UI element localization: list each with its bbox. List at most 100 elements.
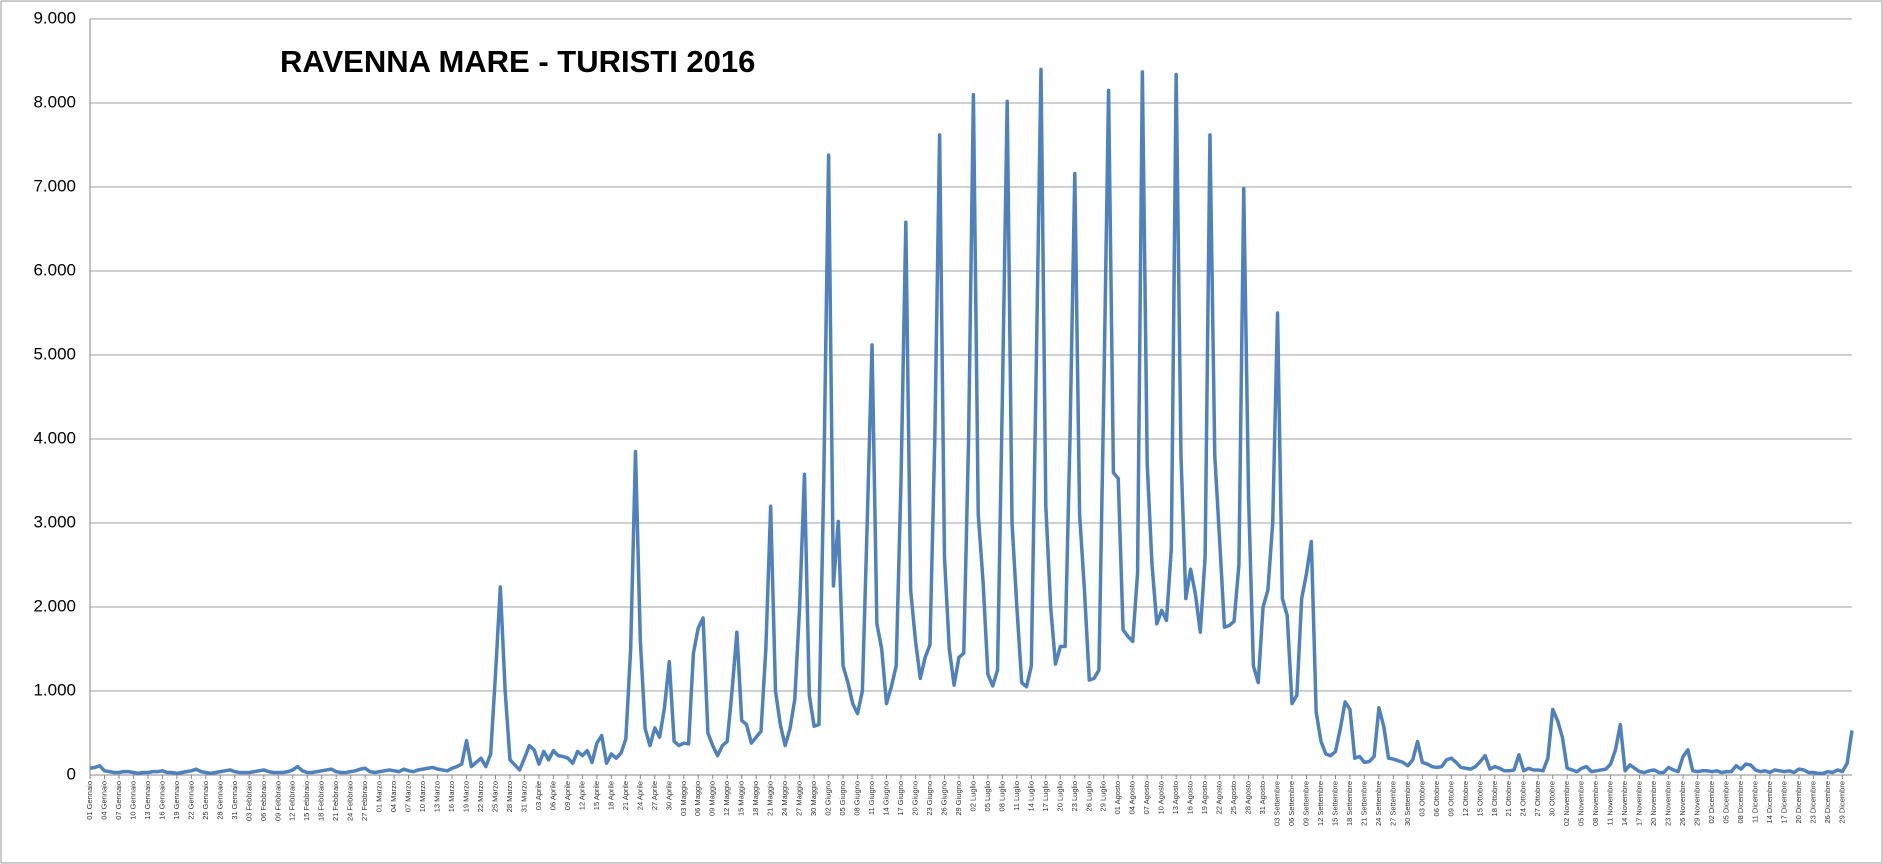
- chart-title: RAVENNA MARE - TURISTI 2016: [280, 44, 755, 79]
- x-tick-label: 02 Novembre: [1562, 781, 1571, 826]
- y-tick-label: 6.000: [33, 260, 76, 279]
- x-tick-label: 19 Agosto: [1200, 781, 1209, 814]
- y-tick-label: 3.000: [33, 512, 76, 531]
- x-tick-label: 31 Agosto: [1258, 781, 1267, 814]
- x-tick-label: 02 Giugno: [824, 781, 833, 816]
- x-tick-label: 21 Febbraio: [331, 781, 340, 821]
- x-tick-label: 06 Aprile: [548, 781, 557, 810]
- y-tick-label: 8.000: [33, 92, 76, 111]
- x-tick-label: 11 Giugno: [867, 781, 876, 815]
- x-tick-label: 25 Gennaio: [201, 781, 210, 820]
- x-tick-label: 17 Giugno: [896, 781, 905, 816]
- x-tick-label: 06 Settembre: [1287, 781, 1296, 826]
- x-tick-label: 05 Dicembre: [1721, 781, 1730, 824]
- x-tick-label: 30 Aprile: [664, 781, 673, 810]
- x-tick-label: 05 Luglio: [983, 781, 992, 811]
- x-tick-label: 20 Giugno: [910, 781, 919, 816]
- x-tick-label: 20 Luglio: [1055, 781, 1064, 811]
- x-tick-label: 06 Ottobre: [1432, 781, 1441, 816]
- x-tick-label: 11 Novembre: [1606, 781, 1615, 825]
- x-tick-label: 30 Maggio: [809, 781, 818, 816]
- x-tick-label: 26 Dicembre: [1823, 781, 1832, 824]
- x-tick-label: 24 Settembre: [1374, 781, 1383, 826]
- x-tick-label: 27 Settembre: [1388, 781, 1397, 826]
- x-tick-label: 08 Giugno: [853, 781, 862, 816]
- x-tick-label: 18 Maggio: [751, 781, 760, 816]
- x-tick-label: 25 Marzo: [490, 781, 499, 812]
- x-tick-label: 01 Gennaio: [85, 781, 94, 820]
- x-tick-label: 21 Aprile: [621, 781, 630, 810]
- x-tick-label: 06 Febbraio: [259, 781, 268, 821]
- x-tick-label: 22 Agosto: [1215, 781, 1224, 814]
- x-tick-label: 15 Maggio: [737, 781, 746, 816]
- x-tick-label: 20 Dicembre: [1794, 781, 1803, 824]
- y-tick-label: 1.000: [33, 680, 76, 699]
- x-tick-label: 02 Luglio: [968, 781, 977, 811]
- x-tick-label: 25 Agosto: [1229, 781, 1238, 814]
- x-tick-label: 04 Agosto: [1128, 781, 1137, 814]
- x-tick-label: 07 Agosto: [1142, 781, 1151, 814]
- x-tick-label: 18 Ottobre: [1490, 781, 1499, 816]
- x-tick-label: 28 Agosto: [1244, 781, 1253, 814]
- y-tick-label: 2.000: [33, 596, 76, 615]
- x-tick-label: 03 Maggio: [679, 781, 688, 816]
- x-tick-label: 28 Marzo: [505, 781, 514, 812]
- x-tick-label: 24 Maggio: [780, 781, 789, 816]
- x-tick-label: 05 Novembre: [1577, 781, 1586, 826]
- x-tick-label: 21 Ottobre: [1504, 781, 1513, 816]
- x-tick-label: 17 Luglio: [1041, 781, 1050, 811]
- y-tick-label: 7.000: [33, 176, 76, 195]
- x-tick-label: 12 Febbraio: [288, 781, 297, 821]
- x-tick-label: 27 Febbraio: [360, 781, 369, 821]
- x-tick-label: 12 Settembre: [1316, 781, 1325, 826]
- x-tick-label: 01 Marzo: [375, 781, 384, 812]
- x-tick-label: 09 Ottobre: [1446, 781, 1455, 816]
- x-tick-label: 11 Dicembre: [1750, 781, 1759, 823]
- x-tick-label: 13 Agosto: [1171, 781, 1180, 814]
- x-tick-label: 15 Aprile: [592, 781, 601, 810]
- y-tick-label: 5.000: [33, 344, 76, 363]
- x-tick-label: 23 Luglio: [1070, 781, 1079, 811]
- x-tick-label: 14 Novembre: [1620, 781, 1629, 826]
- x-tick-label: 09 Settembre: [1301, 781, 1310, 826]
- x-tick-label: 07 Marzo: [404, 781, 413, 812]
- y-tick-label: 9.000: [33, 8, 76, 27]
- x-tick-label: 05 Giugno: [838, 781, 847, 816]
- x-tick-label: 14 Giugno: [882, 781, 891, 816]
- x-tick-label: 29 Giugno: [954, 781, 963, 816]
- x-tick-label: 18 Aprile: [606, 781, 615, 810]
- x-tick-label: 09 Maggio: [708, 781, 717, 816]
- x-tick-label: 31 Gennaio: [230, 781, 239, 820]
- x-tick-label: 04 Marzo: [389, 781, 398, 812]
- x-tick-label: 18 Febbraio: [317, 781, 326, 821]
- x-tick-label: 10 Agosto: [1157, 781, 1166, 814]
- x-tick-label: 13 Gennaio: [143, 781, 152, 820]
- x-tick-label: 03 Ottobre: [1417, 781, 1426, 816]
- x-tick-label: 08 Dicembre: [1736, 781, 1745, 824]
- x-tick-label: 26 Novembre: [1678, 781, 1687, 826]
- x-tick-label: 26 Giugno: [939, 781, 948, 816]
- x-tick-label: 15 Ottobre: [1475, 781, 1484, 816]
- x-tick-label: 04 Gennaio: [99, 781, 108, 820]
- x-tick-label: 16 Marzo: [447, 781, 456, 812]
- x-tick-label: 27 Aprile: [650, 781, 659, 810]
- x-tick-label: 06 Maggio: [693, 781, 702, 816]
- x-tick-label: 09 Febbraio: [273, 781, 282, 821]
- x-tick-label: 27 Maggio: [795, 781, 804, 816]
- x-tick-label: 30 Ottobre: [1548, 781, 1557, 816]
- y-tick-label: 0: [67, 764, 76, 783]
- x-tick-label: 15 Febbraio: [302, 781, 311, 821]
- x-tick-label: 18 Settembre: [1345, 781, 1354, 826]
- x-tick-label: 16 Agosto: [1186, 781, 1195, 814]
- x-tick-label: 14 Dicembre: [1765, 781, 1774, 824]
- x-tick-label: 02 Dicembre: [1707, 781, 1716, 824]
- x-tick-label: 12 Ottobre: [1461, 781, 1470, 816]
- x-tick-label: 03 Febbraio: [244, 781, 253, 821]
- x-tick-label: 01 Agosto: [1113, 781, 1122, 814]
- x-tick-label: 14 Luglio: [1026, 781, 1035, 811]
- x-tick-label: 29 Dicembre: [1837, 781, 1846, 824]
- x-tick-label: 27 Ottobre: [1533, 781, 1542, 816]
- x-tick-label: 26 Luglio: [1084, 781, 1093, 811]
- x-tick-label: 24 Aprile: [635, 781, 644, 810]
